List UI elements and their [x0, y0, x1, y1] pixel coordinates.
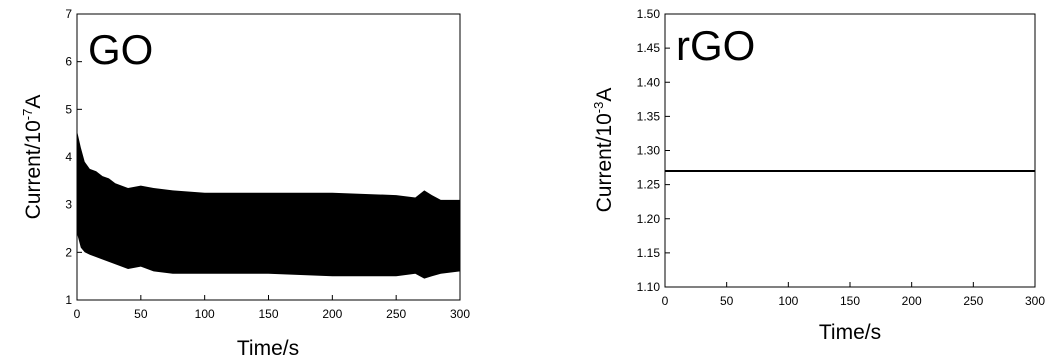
y-tick-label: 1.30	[637, 144, 661, 158]
x-tick-label: 150	[258, 307, 278, 321]
x-tick-label: 200	[322, 307, 342, 321]
go-current-band	[77, 130, 460, 279]
y-tick-label: 6	[65, 55, 72, 69]
chart-panel-go: 0 50 100 150 200 250 300 1 2 3 4 5 6 7 GO Time/s Cur…	[20, 7, 470, 360]
y-tick-label: 1.50	[637, 7, 661, 21]
x-axis-label-rgo: Time/s	[819, 321, 881, 344]
x-tick-label: 100	[195, 307, 215, 321]
y-tick-label: 1	[65, 293, 72, 307]
y-axis-label-go-exponent: -7	[20, 109, 35, 121]
panel-title-go: GO	[88, 26, 153, 73]
x-tick-label: 300	[1025, 294, 1045, 308]
x-tick-label: 250	[386, 307, 406, 321]
x-axis-ticks-rgo: 0 50 100 150 200 250 300	[662, 282, 1045, 308]
y-tick-label: 1.45	[637, 41, 661, 55]
x-tick-label: 0	[662, 294, 669, 308]
x-tick-label: 250	[963, 294, 983, 308]
x-tick-label: 150	[840, 294, 860, 308]
y-axis-label-rgo-unit: A	[593, 88, 616, 102]
x-axis-ticks-go: 0 50 100 150 200 250 300	[74, 295, 470, 321]
y-tick-label: 1.10	[637, 280, 661, 294]
y-axis-ticks-go: 1 2 3 4 5 6 7	[65, 7, 82, 307]
x-tick-label: 200	[902, 294, 922, 308]
panel-title-rgo: rGO	[676, 22, 755, 69]
y-tick-label: 1.15	[637, 246, 661, 260]
x-tick-label: 0	[74, 307, 81, 321]
y-axis-label-go-main: Current/10	[22, 120, 45, 219]
x-axis-label-go: Time/s	[237, 337, 299, 360]
chart-panel-rgo: 0 50 100 150 200 250 300 1.101.151.201.251.301…	[591, 7, 1045, 344]
x-tick-label: 100	[778, 294, 798, 308]
y-tick-label: 1.35	[637, 109, 661, 123]
y-axis-label-go: Current/10-7A	[20, 95, 45, 220]
y-tick-label: 1.20	[637, 212, 661, 226]
y-axis-label-rgo-main: Current/10	[593, 113, 616, 212]
y-tick-label: 3	[65, 198, 72, 212]
y-tick-label: 7	[65, 7, 72, 21]
y-axis-ticks-rgo: 1.10 1.15 1.20 1.25 1.30 1.35 1.40 1.45 1.50	[637, 7, 670, 294]
y-axis-label-rgo: Current/10-3A	[591, 88, 616, 213]
y-tick-label: 2	[65, 245, 72, 259]
y-tick-label: 4	[65, 150, 72, 164]
y-tick-label: 1.40	[637, 75, 661, 89]
y-axis-label-rgo-exponent: -3	[591, 102, 606, 114]
y-tick-label: 1.25	[637, 178, 661, 192]
x-tick-label: 50	[134, 307, 148, 321]
x-tick-label: 300	[450, 307, 470, 321]
x-tick-label: 50	[720, 294, 734, 308]
y-tick-label: 5	[65, 102, 72, 116]
y-axis-label-go-unit: A	[22, 95, 45, 109]
